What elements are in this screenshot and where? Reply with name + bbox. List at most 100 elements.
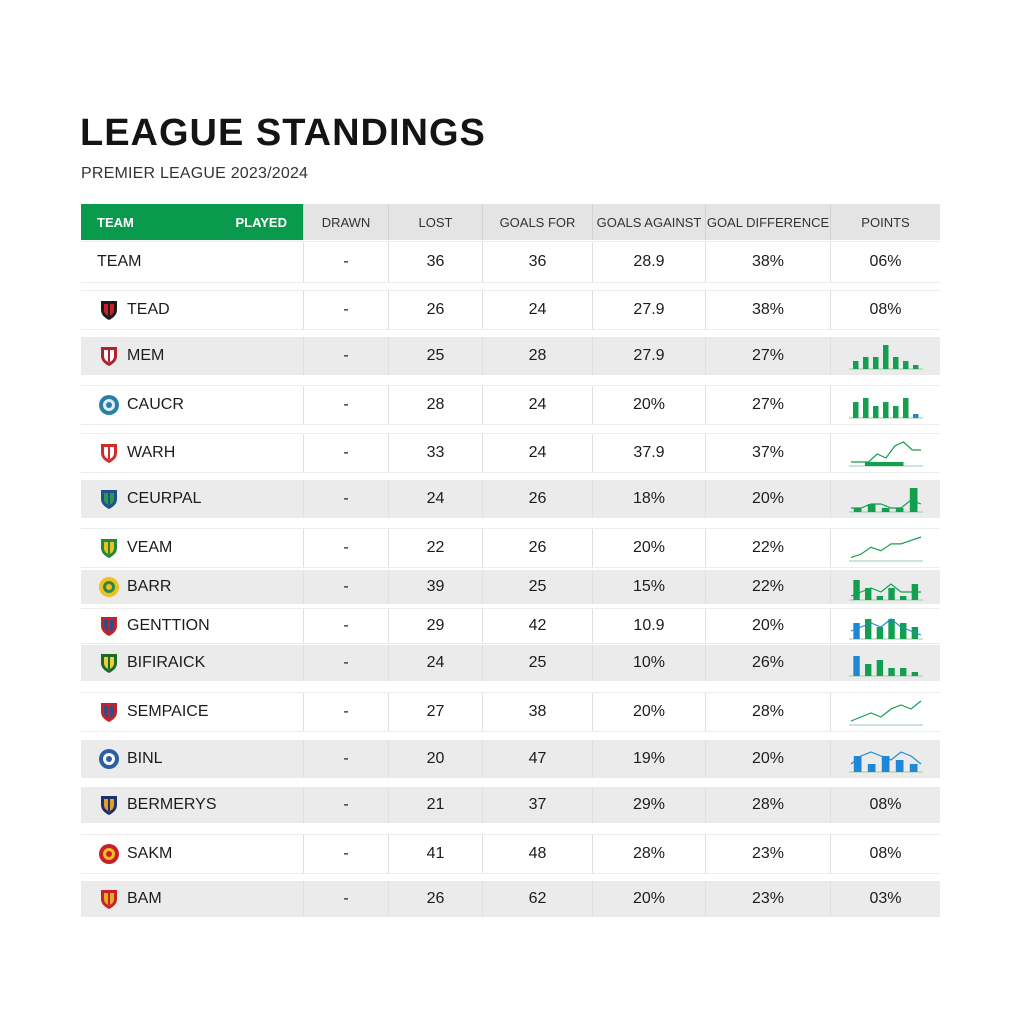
cell-goals-against: 29% (592, 787, 705, 823)
cell-points (830, 645, 940, 681)
table-row[interactable]: CAUCR - 28 24 20% 27% (81, 385, 940, 425)
header-points[interactable]: POINTS (830, 204, 940, 240)
spark-bar (864, 462, 903, 466)
cell-goal-difference: 26% (705, 645, 830, 681)
team-name[interactable]: SAKM (127, 845, 173, 862)
shield-green-crest-icon (101, 654, 117, 673)
team-name[interactable]: VEAM (127, 539, 173, 556)
cell-drawn: - (303, 835, 388, 873)
cell-goal-difference: 27% (705, 337, 830, 375)
cell-drawn: - (303, 740, 388, 778)
table-row[interactable]: BARR - 39 25 15% 22% (81, 570, 940, 604)
table-row[interactable]: VEAM - 22 26 20% 22% (81, 528, 940, 568)
cell-points (830, 434, 940, 472)
cell-team: WARH (81, 434, 303, 472)
table-row[interactable]: MEM - 25 28 27.9 27% (81, 337, 940, 375)
cell-goal-difference: 20% (705, 609, 830, 643)
team-name[interactable]: BERMERYS (127, 796, 217, 813)
table-row[interactable]: BIFIRAICK - 24 25 10% 26% (81, 645, 940, 681)
header-goals-for[interactable]: GOALS FOR (482, 204, 592, 240)
team-name[interactable]: GENTTION (127, 617, 210, 634)
spark-line (850, 700, 921, 722)
cell-goals-against: 19% (592, 740, 705, 778)
header-played[interactable]: PLAYED (235, 214, 287, 230)
header-goal-difference[interactable]: GOAL DIFFERENCE (705, 204, 830, 240)
header-lost[interactable]: LOST (388, 204, 482, 240)
cell-drawn: - (303, 434, 388, 472)
spark-bar (852, 402, 858, 418)
cell-goals-for: 36 (482, 242, 592, 282)
team-name[interactable]: SEMPAICE (127, 703, 209, 720)
spark-bar (864, 664, 871, 676)
cell-lost: 29 (388, 609, 482, 643)
cell-goal-difference: 20% (705, 740, 830, 778)
cell-goals-against: 10% (592, 645, 705, 681)
cell-goal-difference: 22% (705, 529, 830, 567)
standings-table: TEAM PLAYED DRAWN LOST GOALS FOR GOALS A… (81, 204, 940, 917)
header-team[interactable]: TEAM (97, 214, 134, 230)
team-name[interactable]: CAUCR (127, 396, 184, 413)
cell-points (830, 570, 940, 604)
cell-drawn: - (303, 480, 388, 518)
cell-team: BAM (81, 881, 303, 917)
cell-lost: 27 (388, 693, 482, 731)
cell-team: TEAD (81, 291, 303, 329)
team-name[interactable]: BAM (127, 890, 162, 907)
cell-points (830, 529, 940, 567)
table-row[interactable]: SAKM - 41 48 28% 23% 08% (81, 834, 940, 874)
cell-goals-against: 37.9 (592, 434, 705, 472)
header-goals-against[interactable]: GOALS AGAINST (592, 204, 705, 240)
table-row[interactable]: BINL - 20 47 19% 20% (81, 740, 940, 778)
spark-bar (882, 345, 888, 369)
cell-points (830, 386, 940, 424)
table-row[interactable]: BAM - 26 62 20% 23% 03% (81, 881, 940, 917)
spark-bar (887, 668, 895, 676)
team-name[interactable]: WARH (127, 444, 176, 461)
team-name[interactable]: TEAD (127, 301, 170, 318)
round-blue-white-crest-icon (99, 749, 119, 769)
team-name[interactable]: CEURPAL (127, 490, 202, 507)
spark-bar (867, 764, 875, 772)
team-name[interactable]: BIFIRAICK (127, 654, 206, 671)
team-name[interactable]: BINL (127, 750, 163, 767)
cell-goals-against: 20% (592, 693, 705, 731)
cell-drawn: - (303, 881, 388, 917)
spark-bar (902, 398, 908, 418)
spark-bar (899, 668, 906, 676)
table-row[interactable]: BERMERYS - 21 37 29% 28% 08% (81, 787, 940, 823)
table-row[interactable]: TEAD - 26 24 27.9 38% 08% (81, 290, 940, 330)
cell-points: 06% (830, 242, 940, 282)
spark-bar (852, 623, 860, 639)
team-name[interactable]: TEAM (97, 253, 142, 270)
points-sparkline (848, 751, 923, 773)
cell-goals-for: 25 (482, 645, 592, 681)
cell-lost: 33 (388, 434, 482, 472)
table-row[interactable]: CEURPAL - 24 26 18% 20% (81, 480, 940, 518)
table-row[interactable]: GENTTION - 29 42 10.9 20% (81, 608, 940, 644)
cell-lost: 26 (388, 291, 482, 329)
cell-drawn: - (303, 570, 388, 604)
cell-drawn: - (303, 291, 388, 329)
spark-bar (864, 588, 871, 600)
spark-bar (912, 414, 918, 418)
cell-team: BIFIRAICK (81, 645, 303, 681)
table-row[interactable]: SEMPAICE - 27 38 20% 28% (81, 692, 940, 732)
cell-team: VEAM (81, 529, 303, 567)
points-sparkline (848, 398, 923, 419)
spark-bar (895, 760, 903, 772)
cell-lost: 39 (388, 570, 482, 604)
team-name[interactable]: BARR (127, 578, 172, 595)
cell-drawn: - (303, 242, 388, 282)
spark-line (850, 499, 921, 509)
header-drawn[interactable]: DRAWN (303, 204, 388, 240)
shield-striped-crest-icon (101, 703, 117, 722)
table-row[interactable]: WARH - 33 24 37.9 37% (81, 433, 940, 473)
cell-goals-for: 24 (482, 434, 592, 472)
shield-red-gold-crest-icon (101, 890, 117, 909)
table-row[interactable]: TEAM - 36 36 28.9 38% 06% (81, 241, 940, 283)
spark-bar (911, 672, 918, 676)
spark-bar (852, 656, 860, 676)
cell-team: BARR (81, 570, 303, 604)
spark-bar (899, 623, 906, 639)
team-name[interactable]: MEM (127, 347, 165, 364)
